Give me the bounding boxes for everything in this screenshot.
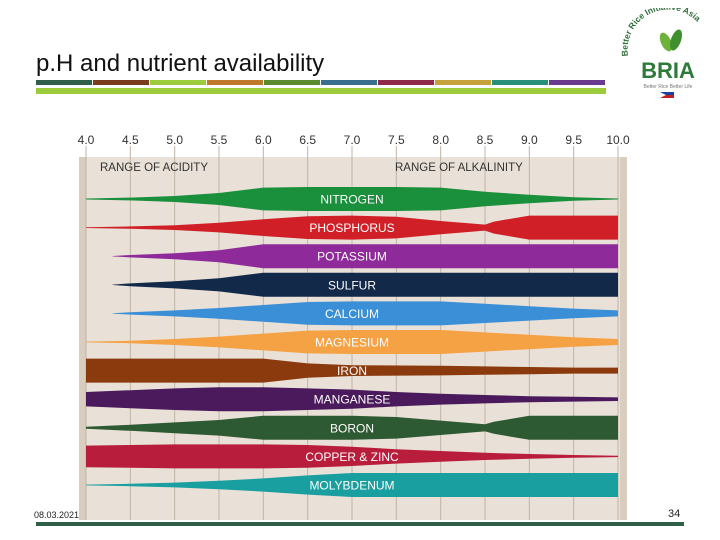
nutrient-band [86,330,618,354]
range-alkalinity-label: RANGE OF ALKALINITY [395,162,523,174]
nutrient-bands: NITROGEN PHOSPHORUS POTASSIUM SULFUR CALCIUM… [86,187,618,497]
nutrient-label: SULFUR [328,278,376,292]
ph-tick-label: 6.0 [255,133,272,147]
header-bar-segment [264,80,320,85]
logo-brand: BRIA [641,58,695,83]
nutrient-label: MOLYBDENUM [309,479,394,493]
ph-tick-label: 9.0 [521,133,538,147]
chart-right-border [620,157,627,520]
logo-tagline: Better Rice Better Life [644,84,693,90]
header-bar-segment [207,80,263,85]
ph-tick-label: 9.5 [565,133,582,147]
header-bar-base [36,88,606,94]
page-number: 34 [668,508,681,520]
nutrient-band [86,187,618,211]
nutrient-band [86,387,618,412]
leaf-icon [659,29,683,52]
header-bar-segment [378,80,434,85]
header-bar-segment [150,80,206,85]
nutrient-band [112,244,618,269]
nutrient-label: NITROGEN [320,193,383,207]
header-bar-segment [36,80,92,85]
header-bar-segment [435,80,491,85]
range-acidity-label: RANGE OF ACIDITY [100,162,208,174]
nutrient-band [86,444,618,469]
nutrient-label: POTASSIUM [317,250,387,264]
ph-tick-labels: 4.0 4.5 5.0 5.5 6.0 6.5 7.0 7.5 8.0 8.5 9.0 9.5 10.0 [78,133,630,147]
bria-logo: Better Rice Initiative Asia BRIA Better … [619,2,715,98]
nutrient-label: COPPER & ZINC [305,450,399,464]
header-color-bar [36,80,606,96]
header-bar-segment [93,80,149,85]
ph-tick-label: 8.5 [477,133,494,147]
footer-line [36,522,684,526]
ph-tick-label: 4.5 [122,133,139,147]
slide-title: p.H and nutrient availability [36,50,325,77]
nutrient-label: IRON [337,364,367,378]
header-bar-segment [492,80,548,85]
ph-tick-label: 10.0 [606,133,630,147]
nutrient-band [112,301,618,326]
ph-tick-label: 8.0 [432,133,449,147]
nutrient-band [86,358,618,383]
ph-tick-label: 5.0 [166,133,183,147]
ph-tick-label: 7.0 [344,133,361,147]
chart-left-border [79,157,86,520]
nutrient-band [86,415,618,440]
nutrient-label: BORON [330,421,374,435]
header-bar-segment [549,80,605,85]
nutrient-band [112,272,618,297]
nutrient-label: PHOSPHORUS [309,221,394,235]
ph-tick-label: 6.5 [299,133,316,147]
ph-tick-label: 7.5 [388,133,405,147]
nutrient-label: CALCIUM [325,307,379,321]
ph-tick-label: 5.5 [211,133,228,147]
flag-icon [660,92,674,98]
slide-date: 08.03.2021 [34,510,80,520]
nutrient-band [86,215,618,240]
nutrient-label: MANGANESE [314,393,391,407]
header-bar-segment [321,80,377,85]
nutrient-label: MAGNESIUM [315,336,389,350]
ph-tick-label: 4.0 [78,133,95,147]
nutrient-band [86,473,618,497]
